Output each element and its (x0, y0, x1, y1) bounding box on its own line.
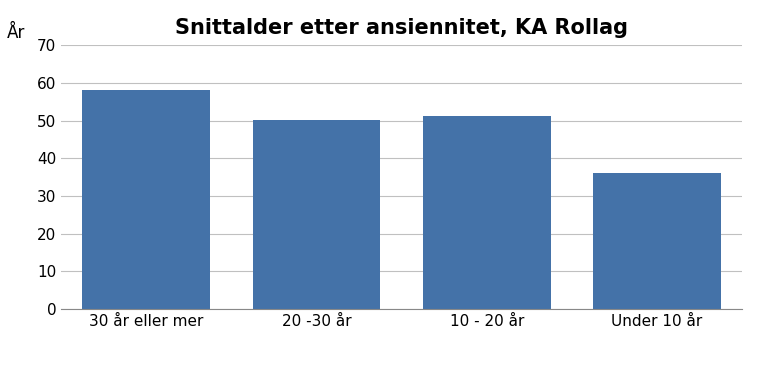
Bar (593, 173, 721, 309)
Title: Snittalder etter ansiennitet, KA Rollag: Snittalder etter ansiennitet, KA Rollag (175, 18, 628, 38)
Bar (423, 116, 551, 309)
Bar (83, 90, 210, 309)
Bar (252, 120, 380, 309)
Text: År: År (7, 24, 25, 42)
